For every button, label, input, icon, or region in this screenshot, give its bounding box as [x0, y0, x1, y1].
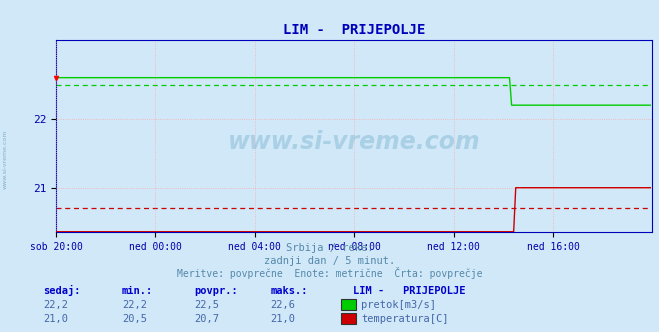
Text: 22,5: 22,5	[194, 300, 219, 310]
Text: 22,2: 22,2	[122, 300, 147, 310]
Text: temperatura[C]: temperatura[C]	[361, 314, 449, 324]
Text: LIM -   PRIJEPOLJE: LIM - PRIJEPOLJE	[353, 286, 465, 296]
Text: maks.:: maks.:	[270, 286, 308, 296]
Text: min.:: min.:	[122, 286, 153, 296]
Text: Srbija / reke.: Srbija / reke.	[286, 243, 373, 253]
Text: www.si-vreme.com: www.si-vreme.com	[228, 130, 480, 154]
Text: sedaj:: sedaj:	[43, 285, 80, 296]
Text: povpr.:: povpr.:	[194, 286, 238, 296]
Text: www.si-vreme.com: www.si-vreme.com	[3, 129, 8, 189]
Text: zadnji dan / 5 minut.: zadnji dan / 5 minut.	[264, 256, 395, 266]
Text: 22,2: 22,2	[43, 300, 68, 310]
Text: Meritve: povprečne  Enote: metrične  Črta: povprečje: Meritve: povprečne Enote: metrične Črta:…	[177, 267, 482, 279]
Text: 21,0: 21,0	[43, 314, 68, 324]
Text: 21,0: 21,0	[270, 314, 295, 324]
Text: 22,6: 22,6	[270, 300, 295, 310]
Title: LIM -  PRIJEPOLJE: LIM - PRIJEPOLJE	[283, 23, 426, 37]
Text: 20,5: 20,5	[122, 314, 147, 324]
Text: 20,7: 20,7	[194, 314, 219, 324]
Text: pretok[m3/s]: pretok[m3/s]	[361, 300, 436, 310]
